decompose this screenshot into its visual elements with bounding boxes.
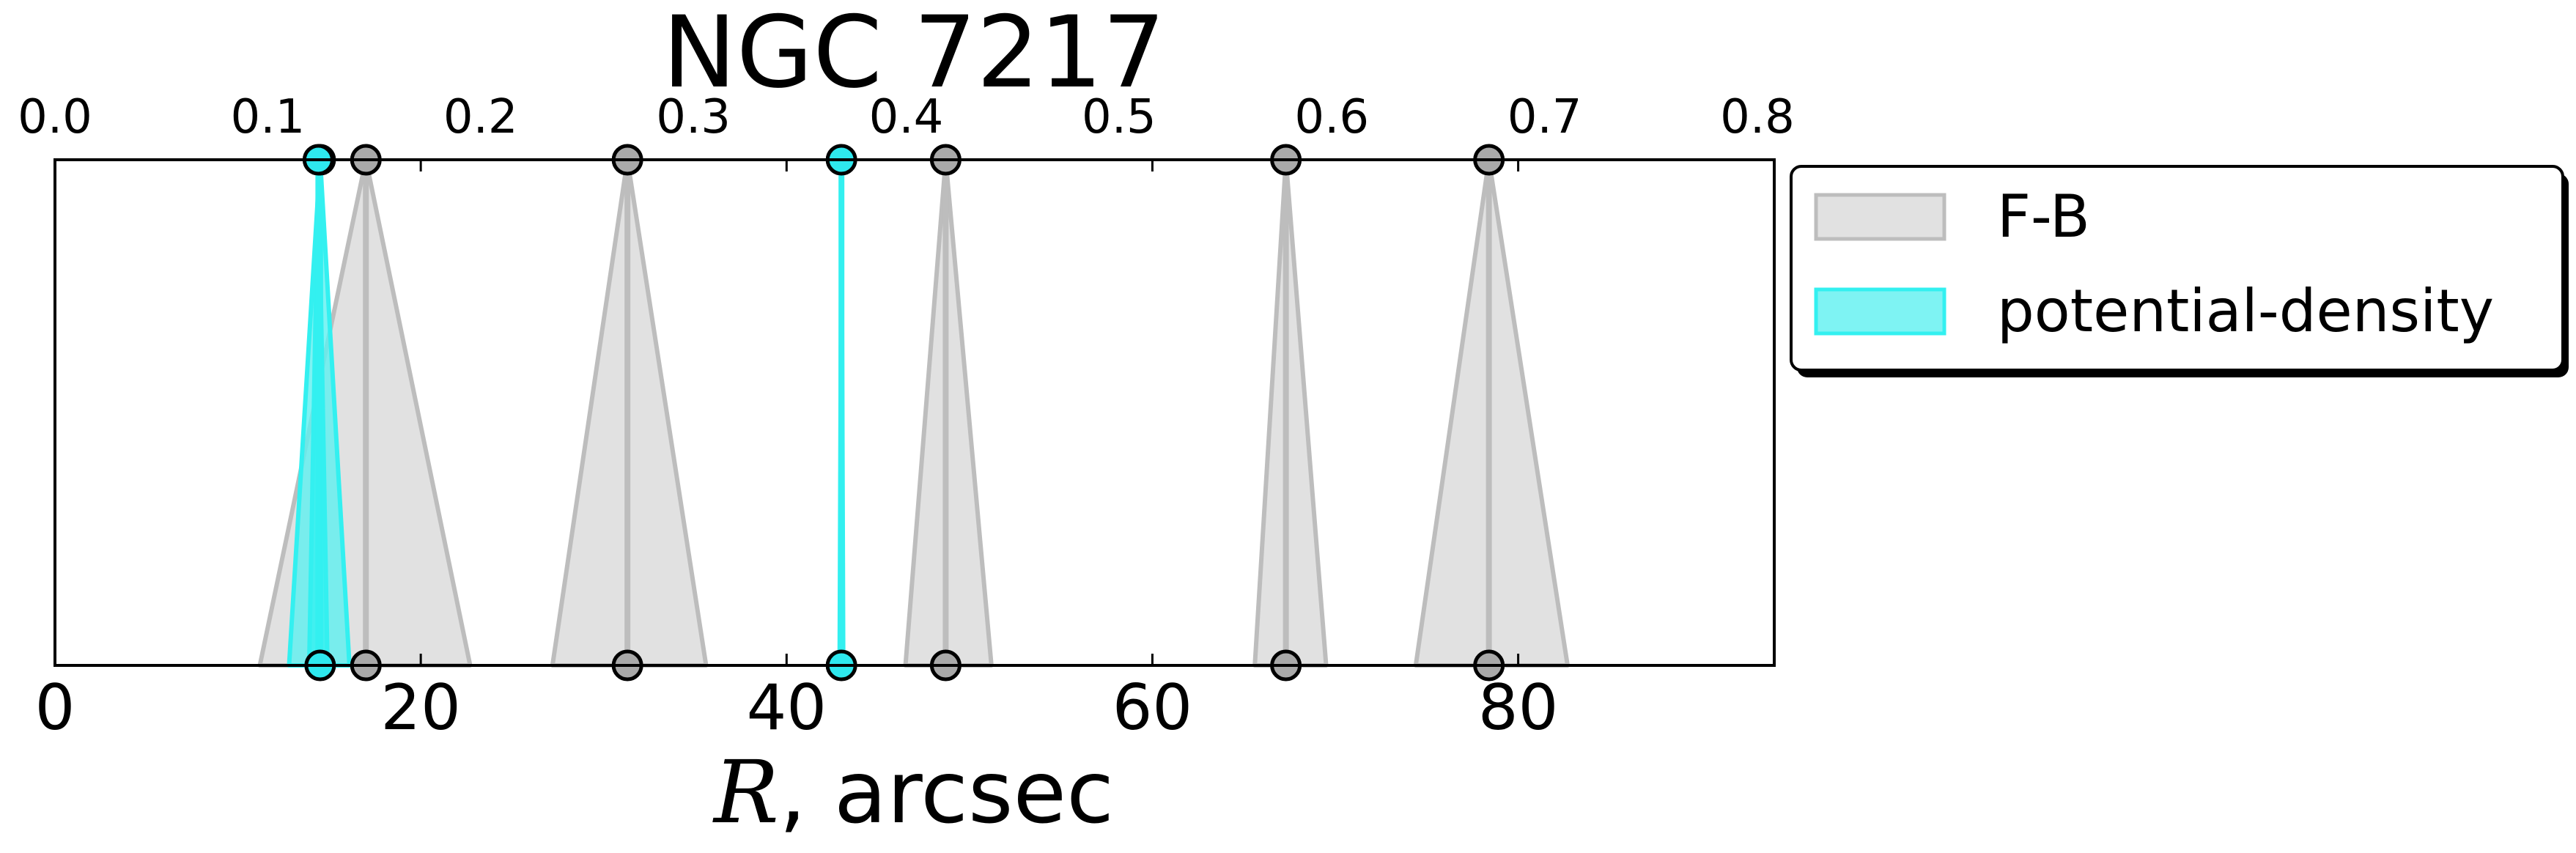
x-axis-label-variable: R — [712, 742, 779, 843]
x-tick-label: 80 — [1478, 671, 1558, 745]
legend-swatch — [1814, 193, 1946, 241]
top-x-tick-label: 0.0 — [18, 90, 92, 144]
x-tick-label: 0 — [35, 671, 75, 745]
x-tick-label: 60 — [1112, 671, 1192, 745]
top-x-tick-label: 0.2 — [443, 90, 518, 144]
plot-border — [53, 158, 1776, 667]
x-tick-label: 40 — [747, 671, 827, 745]
legend-label: F-B — [1997, 182, 2090, 251]
top-x-tick-label: 0.3 — [656, 90, 731, 144]
legend-box — [1790, 165, 2564, 372]
chart-title: NGC 7217 — [663, 0, 1165, 110]
top-x-tick-label: 0.1 — [230, 90, 305, 144]
x-tick-label: 20 — [380, 671, 460, 745]
top-x-tick-label: 0.5 — [1082, 90, 1156, 144]
feature-regions — [257, 144, 1570, 682]
top-x-tick-label: 0.8 — [1720, 90, 1795, 144]
x-axis-label: R, arcsec — [712, 742, 1114, 843]
legend-items: F-B potential-density — [1814, 182, 2494, 345]
top-x-tick-label: 0.4 — [869, 90, 944, 144]
x-axis-label-unit: , arcsec — [779, 742, 1114, 843]
top-axis-ticks: 0.0 0.1 0.2 0.3 0.4 0.5 0.6 0.7 0.8 — [18, 90, 1795, 144]
legend: F-B potential-density — [1790, 165, 2569, 377]
top-x-tick-label: 0.6 — [1294, 90, 1369, 144]
bottom-axis-ticks: 0 20 40 60 80 — [35, 160, 1558, 745]
legend-label: potential-density — [1997, 277, 2494, 345]
top-x-tick-label: 0.7 — [1507, 90, 1582, 144]
legend-swatch — [1814, 287, 1946, 336]
